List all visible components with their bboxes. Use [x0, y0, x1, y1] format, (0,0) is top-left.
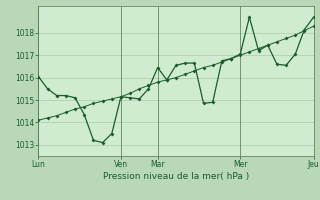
X-axis label: Pression niveau de la mer( hPa ): Pression niveau de la mer( hPa ) — [103, 172, 249, 181]
